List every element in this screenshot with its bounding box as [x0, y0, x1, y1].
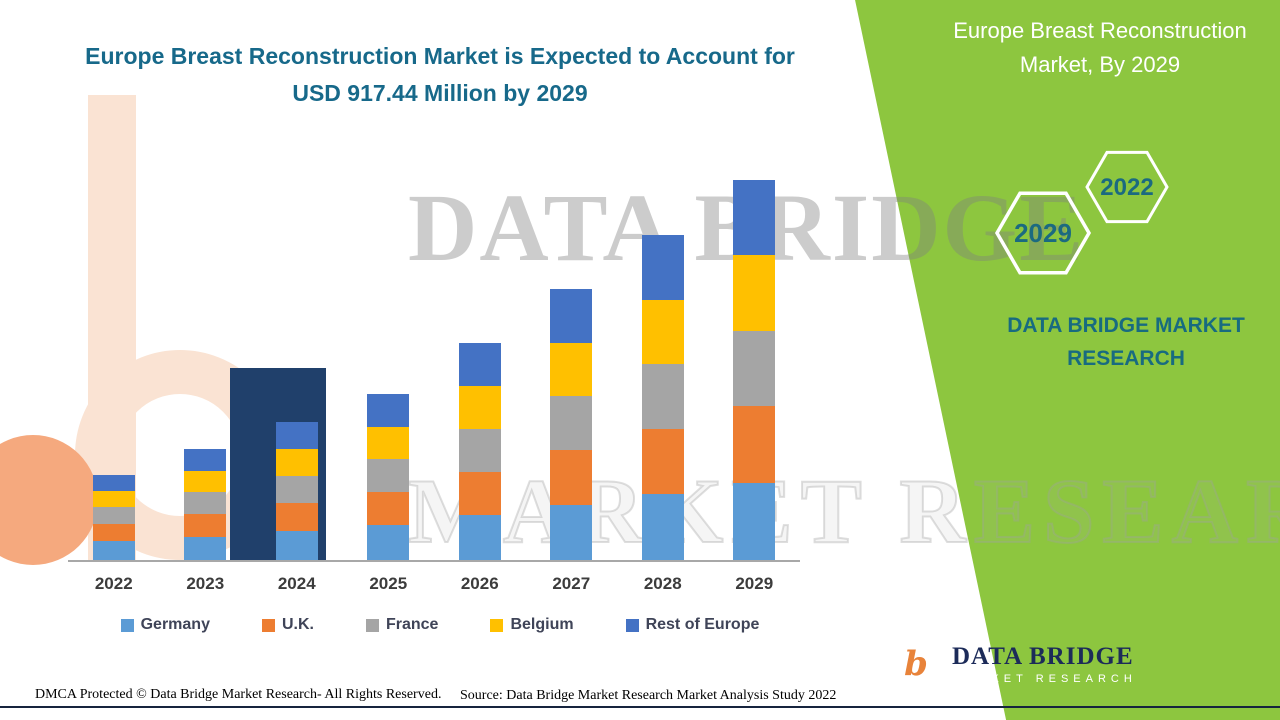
- x-axis-label-2025: 2025: [369, 574, 408, 593]
- bar-segment-germany: [184, 536, 227, 560]
- bar-segment-rest-of-europe: [92, 474, 135, 492]
- bar-segment-france: [367, 459, 410, 493]
- company-logo-name: DATA BRIDGE: [952, 643, 1134, 670]
- bar-segment-france: [550, 396, 593, 451]
- bar-segment-rest-of-europe: [184, 449, 227, 471]
- legend-label: U.K.: [281, 616, 314, 633]
- bar-2025: [367, 394, 410, 560]
- company-logo-text: DATA BRIDGE MARKET RESEARCH: [952, 643, 1137, 685]
- bar-segment-germany: [458, 515, 501, 560]
- bar-segment-germany: [550, 504, 593, 560]
- bar-2028: [641, 234, 684, 560]
- company-logo-subtitle: MARKET RESEARCH: [952, 673, 1137, 685]
- x-axis-label-2028: 2028: [643, 574, 682, 593]
- bar-2029: [733, 179, 776, 560]
- bar-segment-france: [458, 428, 501, 472]
- bar-segment-belgium: [733, 255, 776, 331]
- legend-item-u-k-: U.K.: [261, 616, 314, 634]
- x-axis-label-2027: 2027: [552, 574, 591, 593]
- legend-label: Belgium: [510, 616, 574, 633]
- bar-2023: [184, 449, 227, 560]
- legend-label: France: [385, 616, 439, 633]
- bar-2024: [275, 422, 318, 560]
- legend-item-germany: Germany: [120, 616, 210, 634]
- hexagon-2022-label: 2022: [1100, 174, 1153, 201]
- bar-segment-rest-of-europe: [275, 422, 318, 450]
- hexagon-2022-icon: [1085, 150, 1169, 224]
- bar-segment-u-k-: [641, 428, 684, 494]
- legend-label: Germany: [140, 616, 210, 633]
- source-note: Source: Data Bridge Market Research Mark…: [460, 688, 837, 703]
- bar-segment-u-k-: [92, 523, 135, 541]
- page-title: Europe Breast Reconstruction Market is E…: [85, 43, 795, 106]
- bar-segment-u-k-: [275, 503, 318, 531]
- bar-segment-belgium: [275, 449, 318, 476]
- bar-segment-belgium: [92, 491, 135, 508]
- hexagon-2029-icon: [994, 191, 1092, 275]
- bar-segment-u-k-: [458, 471, 501, 516]
- bar-2027: [550, 289, 593, 560]
- plot-area: [68, 178, 800, 562]
- footer-divider: [0, 706, 1280, 708]
- bar-segment-u-k-: [550, 450, 593, 505]
- legend-swatch-icon: [365, 618, 379, 632]
- bar-segment-u-k-: [184, 514, 227, 537]
- x-axis-label-2026: 2026: [460, 574, 499, 593]
- x-axis-label-2024: 2024: [277, 574, 316, 593]
- legend-item-belgium: Belgium: [490, 616, 574, 634]
- legend-swatch-icon: [625, 618, 639, 632]
- bar-segment-rest-of-europe: [367, 394, 410, 427]
- bar-segment-rest-of-europe: [550, 289, 593, 343]
- bar-segment-france: [92, 507, 135, 524]
- hexagon-badges: 2022 2029: [994, 150, 1169, 275]
- bar-segment-rest-of-europe: [641, 234, 684, 300]
- bar-segment-germany: [367, 525, 410, 560]
- bar-2022: [92, 474, 135, 560]
- company-logo-icon: b: [890, 638, 942, 690]
- bar-segment-france: [641, 364, 684, 429]
- legend: Germany U.K. France Belgium Rest of Europe: [50, 616, 830, 634]
- side-panel-brand-text: DATA BRIDGE MARKET RESEARCH: [1007, 314, 1245, 370]
- x-axis-label-2029: 2029: [735, 574, 774, 593]
- bar-segment-france: [733, 330, 776, 407]
- hexagon-2029-label: 2029: [1014, 218, 1072, 248]
- legend-item-france: France: [365, 616, 439, 634]
- bar-segment-u-k-: [733, 406, 776, 483]
- bar-segment-belgium: [184, 470, 227, 493]
- legend-swatch-icon: [490, 618, 504, 632]
- bar-segment-belgium: [458, 385, 501, 429]
- legend-swatch-icon: [120, 618, 134, 632]
- bar-segment-france: [275, 475, 318, 504]
- bar-segment-belgium: [367, 426, 410, 460]
- x-axis-labels: 2022 2023 2024 2025 2026 2027 2028 2029: [68, 574, 800, 594]
- bar-segment-u-k-: [367, 492, 410, 526]
- legend-label: Rest of Europe: [645, 616, 760, 633]
- bar-segment-belgium: [641, 299, 684, 365]
- legend-item-rest-of-europe: Rest of Europe: [625, 616, 760, 634]
- side-panel-title: Europe Breast Reconstruction Market, By …: [953, 18, 1247, 78]
- bar-segment-rest-of-europe: [733, 179, 776, 256]
- bar-segment-germany: [733, 482, 776, 560]
- bar-segment-belgium: [550, 342, 593, 397]
- bar-segment-germany: [275, 531, 318, 560]
- bar-segment-germany: [641, 493, 684, 560]
- company-logo: b DATA BRIDGE MARKET RESEARCH: [890, 638, 1137, 690]
- dmca-notice: DMCA Protected © Data Bridge Market Rese…: [35, 687, 442, 702]
- bar-segment-france: [184, 492, 227, 515]
- bar-segment-rest-of-europe: [458, 342, 501, 386]
- bar-2026: [458, 342, 501, 560]
- bar-segment-germany: [92, 540, 135, 560]
- legend-swatch-icon: [261, 618, 275, 632]
- x-axis-label-2023: 2023: [186, 574, 225, 593]
- x-axis-label-2022: 2022: [94, 574, 133, 593]
